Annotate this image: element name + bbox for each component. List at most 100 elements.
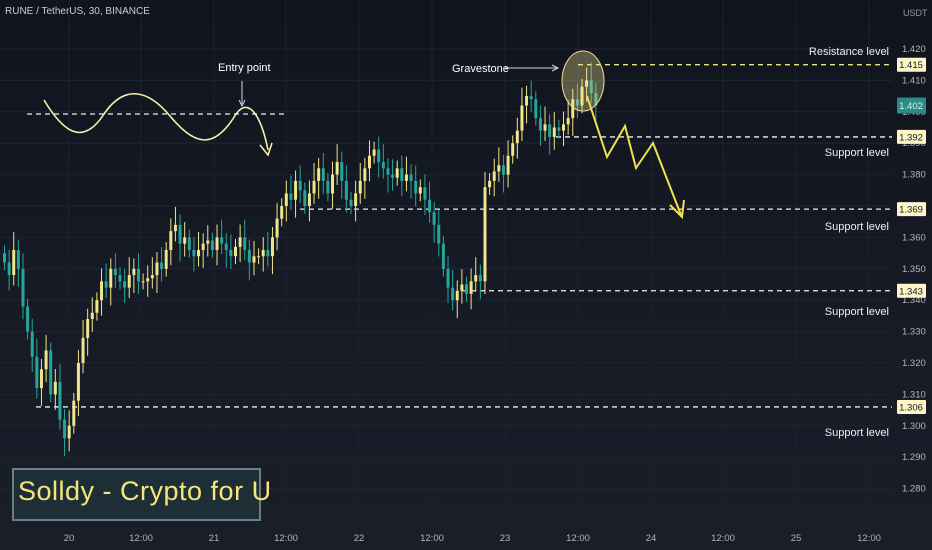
- candle-body: [12, 249, 16, 276]
- candlesticks: [3, 62, 598, 457]
- level-price-tag-text: 1.369: [899, 205, 923, 216]
- candle-body: [132, 268, 136, 276]
- gravestone-arrowhead: [551, 64, 560, 72]
- candle-body: [113, 268, 117, 276]
- candle-body: [118, 275, 122, 282]
- watermark-box: [12, 468, 261, 521]
- price-unit: USDT: [903, 8, 928, 18]
- candle-body: [335, 162, 339, 175]
- candle-body: [538, 118, 542, 131]
- price-tick-label: 1.310: [902, 389, 926, 400]
- entry-point-arrowhead: [238, 99, 246, 108]
- support-resistance-lines: [36, 64, 892, 408]
- last-price-tag: [897, 97, 926, 114]
- time-tick-label: 25: [791, 533, 802, 544]
- price-tick-label: 1.330: [902, 327, 926, 338]
- candle-body: [238, 237, 242, 247]
- candle-body: [525, 96, 529, 106]
- candle-body: [340, 162, 344, 181]
- candle-body: [395, 168, 399, 178]
- candle-body: [377, 149, 381, 163]
- candle-body: [515, 130, 519, 144]
- candle-body: [206, 240, 210, 244]
- candle-body: [229, 249, 233, 257]
- price-tick-label: 1.350: [902, 264, 926, 275]
- candle-body: [220, 237, 224, 244]
- time-tick-label: 23: [500, 533, 511, 544]
- time-axis[interactable]: 20 12:00 21 12:00 22 12:00 23 12:00 24 12:00 25 12:…: [64, 533, 881, 544]
- candle-body: [428, 199, 432, 213]
- candle-body: [460, 284, 464, 291]
- price-tick-label: 1.290: [902, 452, 926, 463]
- candle-body: [183, 237, 187, 244]
- candle-body: [307, 193, 311, 206]
- candle-body: [589, 80, 593, 93]
- candle-body: [146, 278, 150, 282]
- candle-body: [580, 86, 584, 106]
- level-price-tag-text: 1.415: [899, 60, 923, 71]
- time-tick-label: 12:00: [420, 533, 444, 544]
- time-tick-label: 21: [209, 533, 220, 544]
- forecast-path: [586, 95, 682, 216]
- candle-body: [469, 281, 473, 294]
- candle-body: [136, 268, 140, 282]
- candle-body: [270, 237, 274, 257]
- candle-body: [26, 306, 30, 332]
- candle-body: [164, 249, 168, 269]
- candle-body: [557, 127, 561, 131]
- time-tick-label: 12:00: [566, 533, 590, 544]
- time-tick-label: 12:00: [274, 533, 298, 544]
- forecast-arrowhead: [669, 199, 685, 220]
- candle-body: [95, 300, 99, 313]
- candle-body: [252, 256, 256, 263]
- candle-body: [409, 174, 413, 181]
- candle-body: [501, 165, 505, 175]
- candle-body: [437, 224, 441, 244]
- candle-body: [39, 369, 43, 389]
- candle-body: [317, 168, 321, 181]
- candle-body: [372, 149, 376, 156]
- candle-body: [483, 187, 487, 282]
- candle-body: [321, 168, 325, 181]
- candle-body: [197, 249, 201, 257]
- price-tick-label: 1.280: [902, 484, 926, 495]
- candle-body: [571, 99, 575, 119]
- level-price-tag-text: 1.306: [899, 402, 923, 413]
- candle-body: [465, 284, 468, 294]
- candle-body: [141, 281, 145, 283]
- candle-body: [478, 275, 482, 282]
- candle-body: [520, 105, 524, 131]
- candle-body: [497, 165, 501, 172]
- candle-body: [446, 268, 450, 288]
- candle-body: [423, 187, 427, 200]
- candle-body: [109, 268, 113, 288]
- candle-body: [418, 187, 422, 194]
- candle-body: [358, 180, 362, 194]
- candle-body: [562, 124, 566, 131]
- candle-body: [53, 381, 57, 395]
- candle-body: [67, 425, 71, 439]
- candle-body: [585, 80, 589, 87]
- candle-body: [534, 99, 538, 119]
- level-label: Support level: [825, 306, 889, 318]
- candle-body: [30, 331, 34, 357]
- candle-body: [455, 290, 459, 301]
- candle-body: [488, 180, 492, 188]
- level-label: Support level: [825, 427, 889, 439]
- candle-body: [363, 168, 367, 181]
- candle-body: [492, 171, 496, 181]
- level-labels: Resistance level 1.415 Support level 1.392 S…: [809, 46, 926, 439]
- level-price-tag: [897, 57, 926, 72]
- symbol-title[interactable]: RUNE / TetherUS, 30, BINANCE: [5, 6, 150, 17]
- candle-body: [275, 218, 279, 238]
- candle-body: [344, 180, 348, 200]
- candle-body: [506, 155, 510, 175]
- level-label: Support level: [825, 221, 889, 233]
- candle-body: [529, 96, 533, 100]
- candle-body: [552, 127, 556, 137]
- candle-body: [548, 124, 552, 137]
- price-tick-label: 1.380: [902, 170, 926, 181]
- level-price-tag: [897, 202, 926, 217]
